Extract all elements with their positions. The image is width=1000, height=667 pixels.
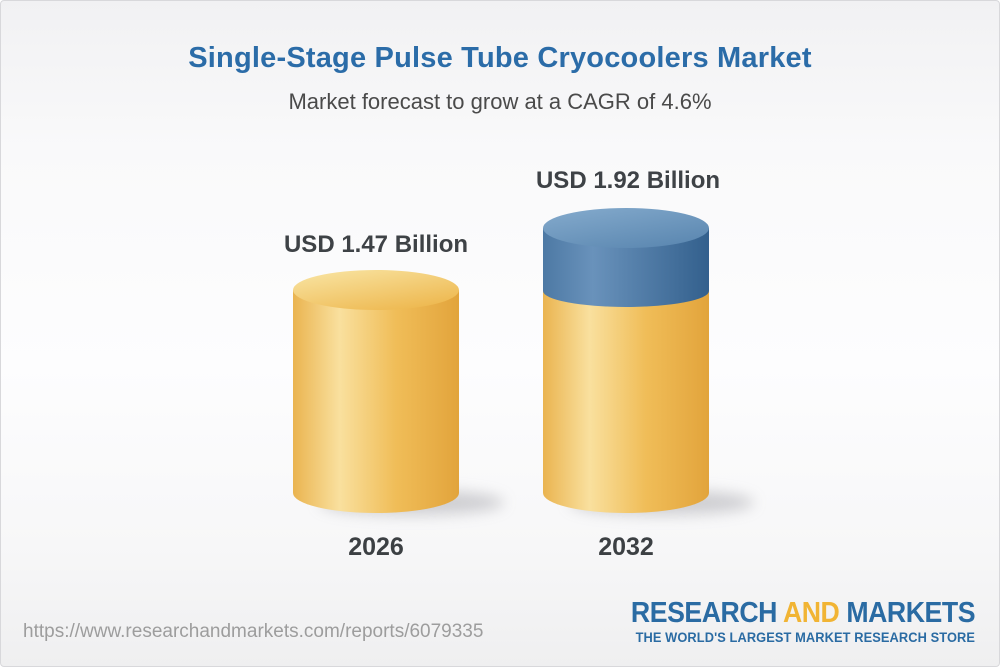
logo-wordmark: RESEARCH AND MARKETS xyxy=(630,597,976,629)
logo-word-research: RESEARCH xyxy=(630,597,778,629)
report-url: https://www.researchandmarkets.com/repor… xyxy=(23,621,484,642)
x-axis-label-2032: 2032 xyxy=(598,533,654,561)
logo-tagline: THE WORLD'S LARGEST MARKET RESEARCH STOR… xyxy=(635,630,975,646)
page-subtitle: Market forecast to grow at a CAGR of 4.6… xyxy=(288,89,712,114)
cylinder-band-2032-blue xyxy=(543,228,709,307)
page-title: Single-Stage Pulse Tube Cryocoolers Mark… xyxy=(188,42,812,74)
x-axis-label-2026: 2026 xyxy=(348,533,404,561)
logo-word-and: AND xyxy=(782,597,840,629)
logo-word-markets: MARKETS xyxy=(846,597,975,629)
cylinder-cap-2032 xyxy=(543,208,709,248)
bar-value-label-2032: USD 1.92 Billion xyxy=(535,167,721,194)
cylinder-cap-2026 xyxy=(293,270,459,310)
cylinder-bar-2032 xyxy=(543,208,709,513)
cylinder-bar-2026 xyxy=(293,270,459,513)
bar-value-label-2026: USD 1.47 Billion xyxy=(283,231,469,258)
research-and-markets-logo: RESEARCH AND MARKETS THE WORLD'S LARGEST… xyxy=(601,597,976,646)
cylinder-body-2026 xyxy=(293,290,459,513)
